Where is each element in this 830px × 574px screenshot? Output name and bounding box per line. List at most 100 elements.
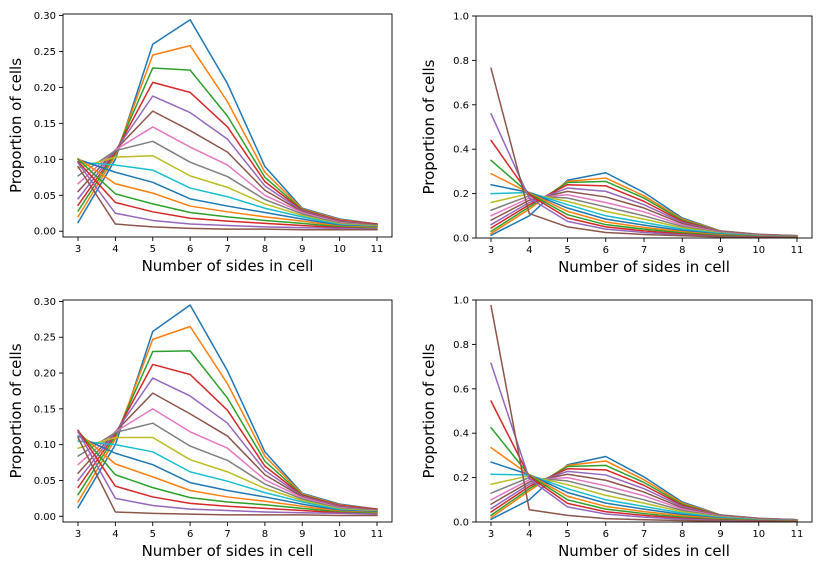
x-tick-label: 4 — [112, 529, 118, 540]
y-tick-label: 0.15 — [34, 119, 56, 130]
x-tick-label: 9 — [717, 245, 723, 256]
x-tick-label: 10 — [752, 529, 765, 540]
x-tick-label: 9 — [299, 244, 305, 255]
series-line-9 — [77, 436, 378, 513]
x-tick-label: 6 — [187, 244, 193, 255]
x-tick-label: 7 — [641, 245, 647, 256]
x-tick-label: 8 — [262, 529, 268, 540]
x-tick-label: 11 — [371, 529, 384, 540]
x-tick-label: 11 — [371, 244, 384, 255]
y-tick-label: 0.4 — [453, 145, 469, 156]
x-tick-label: 6 — [187, 529, 193, 540]
x-tick-label: 4 — [526, 245, 532, 256]
y-tick-label: 0.2 — [453, 473, 469, 484]
y-tick-label: 0.30 — [34, 297, 56, 308]
y-tick-label: 0.4 — [453, 429, 469, 440]
x-tick-label: 6 — [603, 245, 609, 256]
y-tick-label: 0.0 — [453, 234, 469, 245]
x-tick-label: 7 — [641, 529, 647, 540]
y-tick-label: 0.00 — [34, 227, 56, 238]
y-tick-label: 0.05 — [34, 191, 56, 202]
x-tick-label: 5 — [150, 244, 156, 255]
x-tick-label: 5 — [564, 529, 570, 540]
y-axis-label: Proportion of cells — [7, 58, 25, 193]
x-tick-label: 8 — [262, 244, 268, 255]
y-axis-label: Proportion of cells — [7, 343, 25, 478]
y-tick-label: 0.2 — [453, 189, 469, 200]
chart-bottom-left: 3 4 5 6 7 8 9 10 11 0.00 0.05 0.10 0.15 0.20 0.25 0.30 N… — [7, 297, 393, 560]
y-tick-label: 0.10 — [34, 155, 56, 166]
series-line-16 — [490, 67, 798, 239]
x-tick-label: 7 — [224, 244, 230, 255]
series-line-13 — [77, 430, 378, 515]
x-axis-label: Number of sides in cell — [142, 257, 314, 275]
y-axis-label: Proportion of cells — [420, 59, 438, 194]
x-tick-label: 3 — [75, 244, 81, 255]
x-tick-label: 9 — [299, 529, 305, 540]
series-line-1 — [77, 19, 378, 225]
series-line-10 — [77, 161, 378, 228]
series-line-10 — [77, 440, 378, 513]
y-tick-label: 0.8 — [453, 340, 469, 351]
series-line-15 — [490, 362, 798, 523]
x-tick-label: 4 — [112, 244, 118, 255]
x-tick-label: 5 — [150, 529, 156, 540]
x-tick-label: 10 — [752, 245, 765, 256]
y-tick-label: 1.0 — [453, 296, 469, 307]
y-tick-label: 0.20 — [34, 83, 56, 94]
x-tick-label: 7 — [224, 529, 230, 540]
y-tick-label: 1.0 — [453, 12, 469, 23]
x-tick-label: 11 — [791, 529, 804, 540]
y-tick-label: 0.25 — [34, 47, 56, 58]
series-line-14 — [77, 160, 378, 230]
x-tick-label: 3 — [488, 245, 494, 256]
series-line-16 — [77, 165, 378, 231]
x-tick-label: 3 — [75, 529, 81, 540]
series-line-12 — [77, 157, 378, 229]
y-tick-label: 0.05 — [34, 476, 56, 487]
y-axis-label: Proportion of cells — [420, 343, 438, 478]
y-tick-label: 0.15 — [34, 404, 56, 415]
series-line-15 — [77, 162, 378, 230]
series-line-11 — [77, 158, 378, 228]
chart-top-left: 3 4 5 6 7 8 9 10 11 0.00 0.05 0.10 0.15 0.20 0.25 0.30 N… — [7, 11, 393, 275]
series-line-8 — [77, 422, 378, 512]
series-line-16 — [490, 304, 798, 523]
y-tick-label: 0.25 — [34, 333, 56, 344]
x-tick-label: 8 — [679, 529, 685, 540]
y-tick-label: 0.0 — [453, 518, 469, 529]
series-line-12 — [77, 431, 378, 514]
series-line-4 — [77, 81, 378, 225]
y-tick-label: 0.6 — [453, 100, 469, 111]
series-line-11 — [77, 435, 378, 513]
series-line-15 — [77, 431, 378, 515]
x-tick-label: 10 — [333, 529, 346, 540]
chart-bottom-right: 3 4 5 6 7 8 9 10 11 0.0 0.2 0.4 0.6 0.8 1.0 Number of s… — [420, 296, 813, 560]
series-line-1 — [77, 304, 378, 510]
x-tick-label: 10 — [333, 244, 346, 255]
x-tick-label: 9 — [717, 529, 723, 540]
y-tick-label: 0.10 — [34, 440, 56, 451]
series-line-7 — [77, 126, 378, 227]
x-tick-label: 4 — [526, 529, 532, 540]
y-tick-label: 0.20 — [34, 369, 56, 380]
y-tick-label: 0.00 — [34, 512, 56, 523]
series-line-7 — [77, 408, 378, 512]
x-axis-label: Number of sides in cell — [142, 542, 314, 560]
x-tick-label: 11 — [791, 245, 804, 256]
series-line-13 — [77, 158, 378, 230]
y-tick-label: 0.8 — [453, 56, 469, 67]
x-axis-label: Number of sides in cell — [558, 258, 730, 276]
axes-frame — [62, 13, 393, 238]
x-tick-label: 3 — [488, 529, 494, 540]
x-tick-label: 5 — [564, 245, 570, 256]
series-line-16 — [77, 436, 378, 517]
y-tick-label: 0.6 — [453, 384, 469, 395]
series-line-9 — [77, 154, 378, 227]
x-axis-label: Number of sides in cell — [558, 542, 730, 560]
y-tick-label: 0.30 — [34, 11, 56, 22]
x-tick-label: 6 — [603, 529, 609, 540]
chart-top-right: 3 4 5 6 7 8 9 10 11 0.0 0.2 0.4 0.6 0.8 1.0 Number of s… — [420, 12, 813, 276]
series-line-14 — [77, 429, 378, 515]
